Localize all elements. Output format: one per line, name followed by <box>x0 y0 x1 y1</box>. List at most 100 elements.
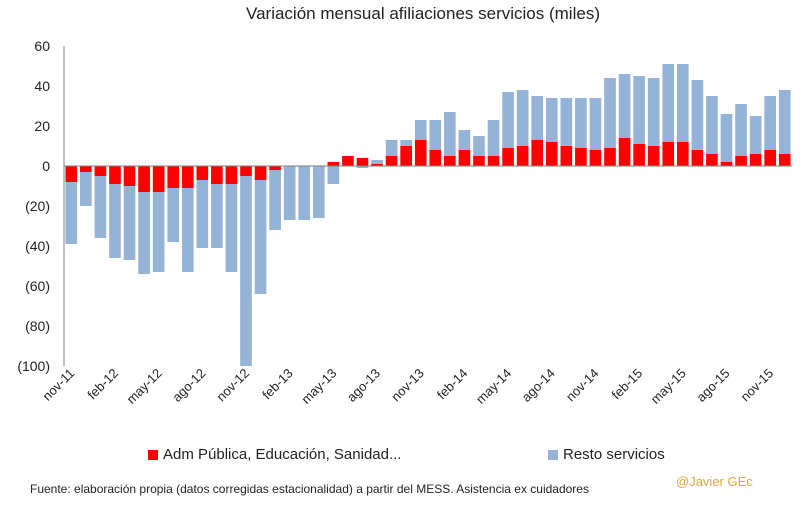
bar-adm-publica-mar-15 <box>647 146 660 166</box>
y-tick-label: (40) <box>25 238 50 254</box>
x-tick-label: ago-12 <box>169 366 208 405</box>
bar-adm-publica-dic-13 <box>429 150 442 166</box>
bar-adm-publica-nov-14 <box>589 150 602 166</box>
bar-resto-servicios-jun-14 <box>516 90 529 146</box>
x-axis-ticks: nov-11 feb-12 may-12 ago-12 nov-12 feb-13 may-… <box>39 366 776 407</box>
bar-adm-publica-jul-15 <box>706 154 718 166</box>
y-tick-label: 40 <box>34 78 50 94</box>
bar-resto-servicios-dic-11 <box>80 172 92 206</box>
x-tick-label: may-14 <box>473 366 514 407</box>
bar-adm-publica-jul-13 <box>356 158 369 166</box>
bar-adm-publica-oct-12 <box>225 166 238 184</box>
bar-adm-publica-jul-14 <box>531 140 544 166</box>
bar-adm-publica-nov-15 <box>764 150 776 166</box>
bar-resto-servicios-jul-14 <box>531 96 544 140</box>
bar-resto-servicios-may-13 <box>327 166 340 184</box>
bar-resto-servicios-oct-13 <box>400 140 412 146</box>
bar-adm-publica-sep-15 <box>735 156 747 166</box>
x-tick-label: feb-14 <box>434 366 471 403</box>
bar-adm-publica-feb-15 <box>633 144 645 166</box>
bar-adm-publica-may-14 <box>502 148 514 166</box>
bar-adm-publica-oct-15 <box>749 154 762 166</box>
bar-adm-publica-ene-12 <box>94 166 107 176</box>
bar-adm-publica-feb-12 <box>109 166 121 184</box>
x-tick-label: nov-15 <box>738 366 777 405</box>
bar-resto-servicios-sep-12 <box>211 184 223 248</box>
bar-adm-publica-may-13 <box>327 162 340 166</box>
bar-adm-publica-dic-14 <box>604 148 616 166</box>
bar-adm-publica-ago-15 <box>720 162 733 166</box>
source-note: Fuente: elaboración propia (datos correg… <box>30 482 589 496</box>
bar-resto-servicios-nov-14 <box>589 98 602 150</box>
bar-resto-servicios-feb-13 <box>283 166 296 220</box>
legend-item-adm-publica: Adm Pública, Educación, Sanidad... <box>148 446 401 463</box>
bar-adm-publica-jun-15 <box>691 150 704 166</box>
bar-resto-servicios-ago-12 <box>196 180 209 248</box>
bar-adm-publica-oct-13 <box>400 146 412 166</box>
bar-resto-servicios-nov-12 <box>240 176 252 366</box>
bar-resto-servicios-jul-13 <box>356 166 369 168</box>
bar-adm-publica-abr-12 <box>138 166 150 192</box>
x-tick-label: nov-14 <box>563 366 602 405</box>
bar-resto-servicios-jul-12 <box>181 188 194 272</box>
bar-resto-servicios-ago-15 <box>720 114 733 162</box>
bar-adm-publica-dic-12 <box>254 166 267 180</box>
bar-resto-servicios-mar-14 <box>473 136 485 156</box>
bar-resto-servicios-oct-12 <box>225 184 238 272</box>
bar-adm-publica-may-15 <box>676 142 689 166</box>
legend: Adm Pública, Educación, Sanidad... Resto… <box>0 446 800 468</box>
bar-resto-servicios-may-14 <box>502 92 514 148</box>
bar-adm-publica-jun-14 <box>516 146 529 166</box>
y-tick-label: 20 <box>34 118 50 134</box>
bar-resto-servicios-oct-14 <box>575 98 587 148</box>
bar-resto-servicios-feb-12 <box>109 184 121 258</box>
bar-adm-publica-ago-14 <box>545 142 558 166</box>
bar-adm-publica-feb-14 <box>458 150 471 166</box>
y-axis-ticks: 60 40 20 0 (20) (40) (60) (80) (100) <box>17 38 50 374</box>
x-tick-label: ago-15 <box>693 366 732 405</box>
bar-adm-publica-mar-12 <box>123 166 136 186</box>
bar-adm-publica-mar-14 <box>473 156 485 166</box>
bar-resto-servicios-abr-14 <box>487 120 500 156</box>
bar-adm-publica-nov-12 <box>240 166 252 176</box>
bar-resto-servicios-abr-15 <box>662 64 675 142</box>
bar-adm-publica-ene-13 <box>269 166 281 170</box>
bar-adm-publica-abr-15 <box>662 142 675 166</box>
x-tick-label: feb-12 <box>84 366 121 403</box>
bar-adm-publica-oct-14 <box>575 148 587 166</box>
bar-resto-servicios-nov-11 <box>65 182 78 244</box>
x-tick-label: nov-13 <box>388 366 427 405</box>
x-tick-label: may-12 <box>123 366 164 407</box>
bar-resto-servicios-jun-15 <box>691 80 704 150</box>
bar-resto-servicios-dic-15 <box>778 90 791 154</box>
bar-adm-publica-jun-13 <box>342 156 354 166</box>
bar-resto-servicios-dic-14 <box>604 78 616 148</box>
x-tick-label: nov-12 <box>213 366 252 405</box>
bar-adm-publica-nov-11 <box>65 166 78 182</box>
bar-resto-servicios-abr-12 <box>138 192 150 274</box>
bar-resto-servicios-ene-14 <box>444 112 456 156</box>
bar-resto-servicios-ene-15 <box>618 74 631 138</box>
bar-resto-servicios-ago-14 <box>545 98 558 142</box>
x-tick-label: feb-13 <box>259 366 296 403</box>
bar-resto-servicios-mar-12 <box>123 186 136 260</box>
bar-adm-publica-jul-12 <box>181 166 194 188</box>
bar-resto-servicios-dic-12 <box>254 180 267 294</box>
chart-title: Variación mensual afiliaciones servicios… <box>246 4 600 23</box>
bar-resto-servicios-ene-12 <box>94 176 107 238</box>
legend-item-resto-servicios: Resto servicios <box>548 446 665 463</box>
bar-adm-publica-jun-12 <box>167 166 180 188</box>
bar-resto-servicios-jul-15 <box>706 96 718 154</box>
bar-adm-publica-sep-12 <box>211 166 223 184</box>
bar-adm-publica-abr-14 <box>487 156 500 166</box>
bar-adm-publica-sep-14 <box>560 146 573 166</box>
y-tick-label: (100) <box>17 358 50 374</box>
bar-resto-servicios-sep-13 <box>385 140 398 156</box>
bar-resto-servicios-feb-14 <box>458 130 471 150</box>
bar-resto-servicios-may-12 <box>152 192 165 272</box>
legend-swatch-blue <box>548 449 558 460</box>
bar-adm-publica-ago-13 <box>371 164 383 166</box>
y-tick-label: 0 <box>42 158 50 174</box>
x-tick-label: may-13 <box>298 366 339 407</box>
bar-resto-servicios-sep-15 <box>735 104 747 156</box>
